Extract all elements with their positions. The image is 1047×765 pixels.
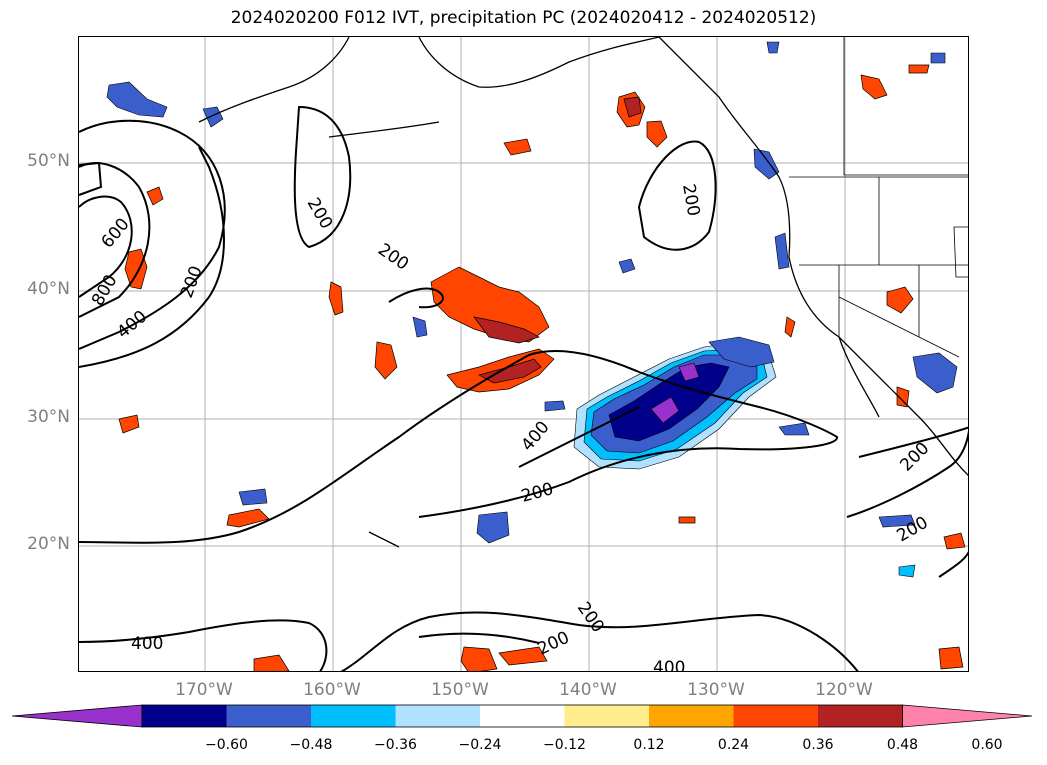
lat-label: 40°N <box>27 279 70 299</box>
colorbar-tick-label: −0.36 <box>374 737 417 753</box>
contour-label: 200 <box>896 438 933 475</box>
lon-label: 120°W <box>815 680 873 700</box>
contour-label: 400 <box>653 658 685 672</box>
map-panel: 600 800 400 200 200 200 200 400 200 200 … <box>78 36 969 672</box>
contour-label: 600 <box>98 214 134 252</box>
contour-label: 200 <box>519 479 556 507</box>
colorbar-tick-label: −0.12 <box>543 737 586 753</box>
colorbar-tick-label: 0.12 <box>633 737 665 753</box>
lat-label: 30°N <box>27 407 70 427</box>
colorbar-segment <box>733 705 818 727</box>
colorbar-tick-label: 0.24 <box>717 737 750 753</box>
colorbar-segment <box>142 705 227 727</box>
colorbar-tick-label: 0.60 <box>971 737 1003 753</box>
coastlines <box>198 37 968 548</box>
colorbar-segment <box>226 705 311 727</box>
colorbar-frame <box>141 704 903 728</box>
map-title: 2024020200 F012 IVT, precipitation PC (2… <box>230 8 817 28</box>
colorbar-segment <box>480 705 565 727</box>
colorbar-segment <box>311 705 396 727</box>
contour-label: 200 <box>573 598 608 636</box>
lon-label: 150°W <box>431 680 489 700</box>
contour-label: 200 <box>535 628 573 660</box>
precip-negative-shading <box>106 41 958 578</box>
colorbar-tick-label: −0.24 <box>458 737 502 753</box>
map-canvas: 600 800 400 200 200 200 200 400 200 200 … <box>79 37 968 672</box>
colorbar-segment <box>818 705 903 727</box>
precip-positive-shading <box>118 64 966 671</box>
colorbar-tick-label: 0.48 <box>886 737 919 753</box>
contour-label: 200 <box>177 263 207 300</box>
colorbar-tick-label: 0.36 <box>802 737 834 753</box>
lon-label: 130°W <box>687 680 745 700</box>
contour-label: 400 <box>113 307 151 343</box>
colorbar-tick-label: −0.60 <box>205 737 248 753</box>
colorbar-extend-low <box>12 704 143 728</box>
contour-label: 200 <box>303 195 337 233</box>
lon-label: 140°W <box>559 680 617 700</box>
colorbar-tick-label: −0.48 <box>289 737 333 753</box>
contour-label: 200 <box>374 240 412 275</box>
contour-label: 400 <box>518 417 554 455</box>
colorbar-segment <box>649 705 734 727</box>
lon-label: 160°W <box>303 680 361 700</box>
lat-label: 20°N <box>27 534 70 554</box>
contour-label: 800 <box>88 271 122 309</box>
contour-label: 400 <box>131 634 163 654</box>
lat-label: 50°N <box>27 151 70 171</box>
colorbar-segment <box>564 705 649 727</box>
colorbar-segment <box>395 705 480 727</box>
colorbar <box>12 704 1033 728</box>
political-borders <box>789 37 968 358</box>
colorbar-segments <box>12 704 1033 728</box>
lon-label: 170°W <box>175 680 233 700</box>
contour-label: 200 <box>678 182 703 217</box>
ivt-contours <box>79 105 968 671</box>
colorbar-extend-high <box>902 704 1033 728</box>
